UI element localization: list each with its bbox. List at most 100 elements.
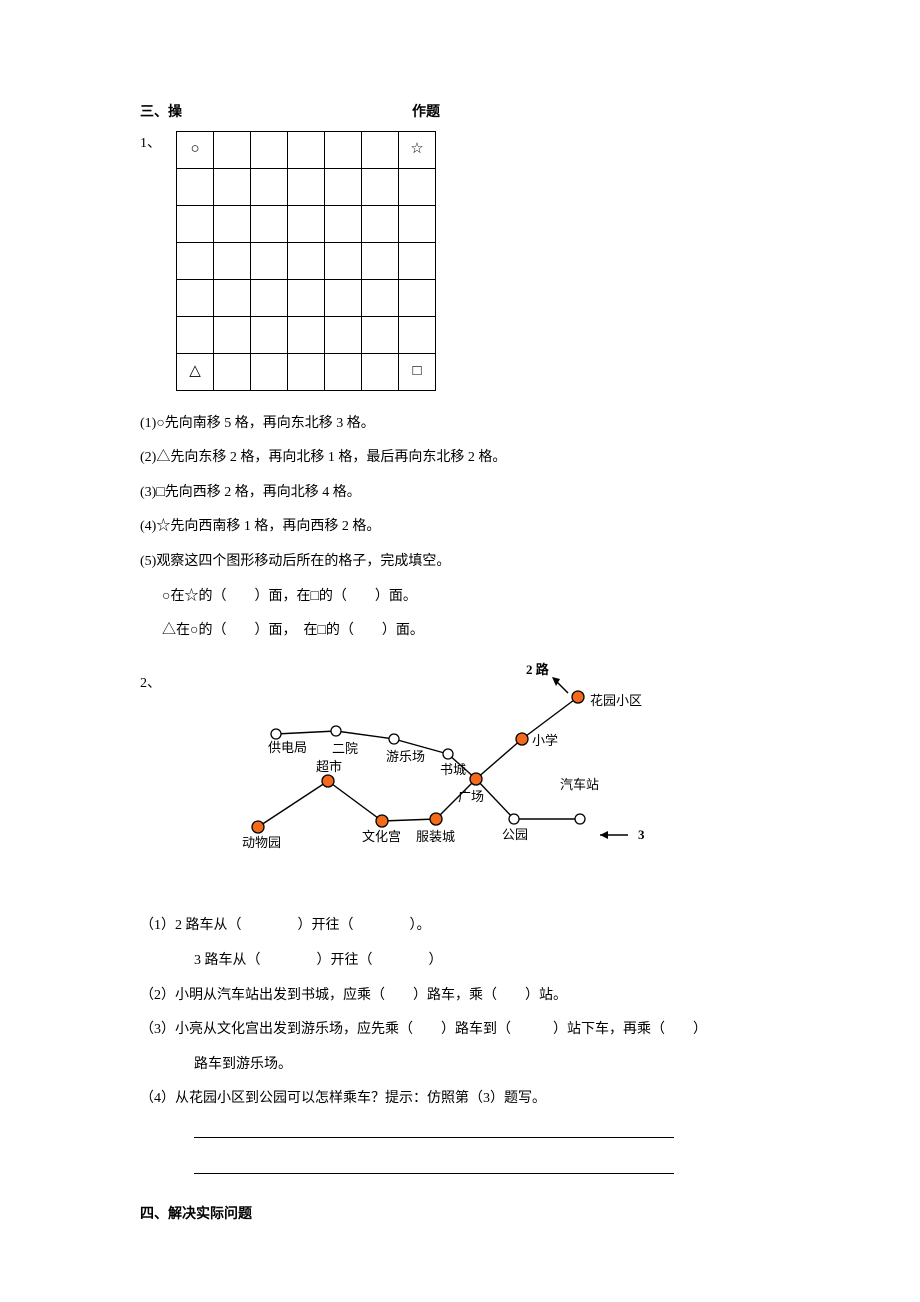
map-node-eryuan (331, 726, 341, 736)
grid-cell (214, 279, 251, 316)
q1-item-5: (5)观察这四个图形移动后所在的格子，完成填空。 (140, 549, 780, 576)
grid-cell (288, 242, 325, 279)
grid-cell (325, 279, 362, 316)
grid-cell (362, 168, 399, 205)
map-node-guangchang (470, 773, 482, 785)
grid-cell (325, 242, 362, 279)
map-label-gongdianju: 供电局 (268, 740, 307, 755)
map-label-dongwuyuan: 动物园 (242, 835, 281, 850)
grid-cell (177, 279, 214, 316)
q1-item-4: (4)☆先向西南移 1 格，再向西移 2 格。 (140, 514, 780, 541)
map-label-fuzhuangcheng: 服装城 (416, 829, 455, 844)
svg-text:2 路: 2 路 (526, 662, 550, 677)
grid-cell (214, 316, 251, 353)
q2-p3b: 路车到游乐场。 (140, 1052, 780, 1079)
grid-cell (288, 131, 325, 168)
blank-line-1 (140, 1121, 780, 1149)
q2-p1b: 3 路车从（ ）开往（ ） (140, 948, 780, 975)
grid-cell (251, 353, 288, 390)
map-node-gongdianju (271, 729, 281, 739)
grid-cell (325, 316, 362, 353)
grid-cell (399, 316, 436, 353)
grid-cell (399, 242, 436, 279)
section-3-label-left: 三、操 (140, 100, 182, 127)
section-3-header: 三、操 作题 (140, 100, 780, 127)
route-map-box: 2 路 3 供电局 二院游乐场书城广场公园 汽车站 小学 花园小区超市动物园 文化宫服装城 (176, 659, 696, 900)
map-label-huayuan: 花园小区 (590, 693, 642, 708)
map-label-wenhuagong: 文化宫 (362, 829, 401, 844)
map-label-eryuan: 二院 (332, 741, 358, 756)
map-label-guangchang: 广场 (458, 789, 484, 804)
grid-cell (251, 242, 288, 279)
map-label-qichezhan: 汽车站 (560, 777, 599, 792)
q2-p4: （4）从花园小区到公园可以怎样乘车？提示：仿照第（3）题写。 (140, 1086, 780, 1113)
map-node-xiaoxue (516, 733, 528, 745)
grid-cell (362, 279, 399, 316)
grid-cell (214, 353, 251, 390)
grid-cell (288, 205, 325, 242)
section-3-label-right: 作题 (412, 100, 440, 127)
q2-row: 2、 2 路 3 供电局 二院游乐场书城广场公园 汽车站 小学 花园小区超市动物园 文化宫服装… (140, 653, 780, 906)
grid-cell (399, 205, 436, 242)
grid-cell (251, 316, 288, 353)
svg-text:3: 3 (638, 827, 645, 842)
grid-cell (362, 353, 399, 390)
q1-item-5a: ○在☆的（ ）面，在□的（ ）面。 (140, 584, 780, 611)
grid-cell (362, 242, 399, 279)
grid-container: ○☆△□ (176, 131, 436, 403)
grid-cell (362, 316, 399, 353)
grid-cell (399, 279, 436, 316)
grid-cell (214, 242, 251, 279)
q1-item-5b: △在○的（ ）面， 在□的（ ）面。 (140, 618, 780, 645)
grid-cell (362, 131, 399, 168)
map-node-chaoshi (322, 775, 334, 787)
q1-row: 1、 ○☆△□ (140, 131, 780, 403)
map-node-shucheng (443, 749, 453, 759)
grid-cell (288, 168, 325, 205)
q2-p1a: （1）2 路车从（ ）开往（ ）。 (140, 913, 780, 940)
grid-cell (288, 316, 325, 353)
map-label-xiaoxue: 小学 (532, 733, 558, 748)
grid-cell (251, 279, 288, 316)
grid-cell: △ (177, 353, 214, 390)
grid-cell (214, 205, 251, 242)
map-label-gongyuan: 公园 (502, 827, 528, 842)
grid-cell (177, 205, 214, 242)
q1-item-1: (1)○先向南移 5 格，再向东北移 3 格。 (140, 411, 780, 438)
grid-cell (325, 205, 362, 242)
grid-cell (214, 131, 251, 168)
map-label-shucheng: 书城 (440, 762, 466, 777)
q2-p2: （2）小明从汽车站出发到书城，应乘（ ）路车，乘（ ）站。 (140, 983, 780, 1010)
map-node-fuzhuangcheng (430, 813, 442, 825)
grid-cell (177, 316, 214, 353)
grid-cell (251, 205, 288, 242)
route-map-svg: 2 路 3 供电局 二院游乐场书城广场公园 汽车站 小学 花园小区超市动物园 文化宫服装城 (176, 659, 696, 889)
grid-cell (325, 131, 362, 168)
q1-item-2: (2)△先向东移 2 格，再向北移 1 格，最后再向东北移 2 格。 (140, 445, 780, 472)
grid-cell: □ (399, 353, 436, 390)
grid-cell (362, 205, 399, 242)
section-4-title: 四、解决实际问题 (140, 1202, 780, 1229)
map-node-gongyuan (509, 814, 519, 824)
q1-item-3: (3)□先向西移 2 格，再向北移 4 格。 (140, 480, 780, 507)
q2-p3: （3）小亮从文化宫出发到游乐场，应先乘（ ）路车到（ ）站下车，再乘（ ） (140, 1017, 780, 1044)
map-node-huayuan (572, 691, 584, 703)
grid-cell (251, 131, 288, 168)
grid-cell (177, 242, 214, 279)
map-label-youlechang: 游乐场 (386, 749, 425, 764)
grid-cell (251, 168, 288, 205)
map-node-youlechang (389, 734, 399, 744)
grid-cell: ☆ (399, 131, 436, 168)
movement-grid: ○☆△□ (176, 131, 436, 391)
grid-cell (288, 353, 325, 390)
grid-cell (288, 279, 325, 316)
q2-number: 2、 (140, 653, 176, 698)
map-node-dongwuyuan (252, 821, 264, 833)
blank-line-2 (140, 1157, 780, 1185)
grid-cell (399, 168, 436, 205)
map-node-qichezhan (575, 814, 585, 824)
grid-cell (325, 353, 362, 390)
map-label-chaoshi: 超市 (316, 759, 342, 774)
q1-number: 1、 (140, 131, 176, 158)
grid-cell (177, 168, 214, 205)
